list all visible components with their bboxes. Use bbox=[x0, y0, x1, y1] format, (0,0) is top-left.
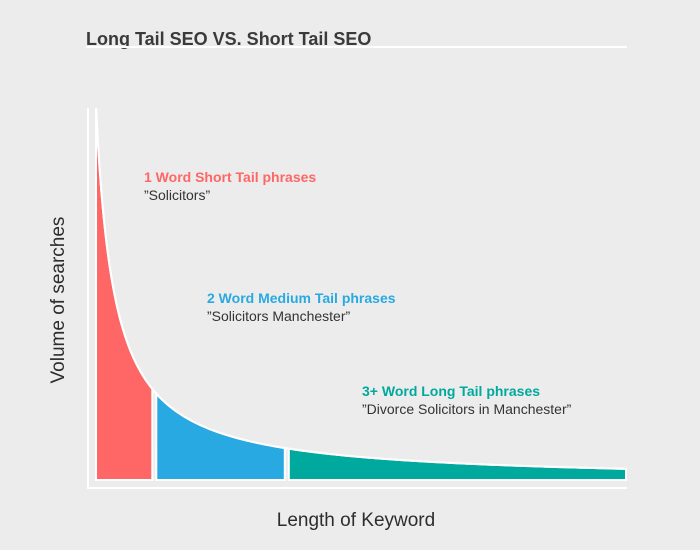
segment-medium-tail-example: ”Solicitors Manchester” bbox=[207, 308, 350, 324]
chart-title: Long Tail SEO VS. Short Tail SEO bbox=[86, 29, 371, 49]
segment-short-tail-example: ”Solicitors” bbox=[144, 187, 210, 203]
segment-area-2 bbox=[155, 391, 286, 481]
y-axis-label: Volume of searches bbox=[48, 217, 69, 384]
segment-medium-tail-label: 2 Word Medium Tail phrases bbox=[207, 290, 396, 306]
segment-area-3 bbox=[287, 447, 627, 481]
segment-area-1 bbox=[95, 107, 154, 481]
segment-short-tail-label: 1 Word Short Tail phrases bbox=[144, 169, 316, 185]
segment-long-tail-label: 3+ Word Long Tail phrases bbox=[362, 383, 540, 399]
x-axis-label: Length of Keyword bbox=[277, 510, 435, 531]
segment-long-tail-example: ”Divorce Solicitors in Manchester” bbox=[362, 401, 572, 417]
curve-line bbox=[95, 107, 627, 470]
